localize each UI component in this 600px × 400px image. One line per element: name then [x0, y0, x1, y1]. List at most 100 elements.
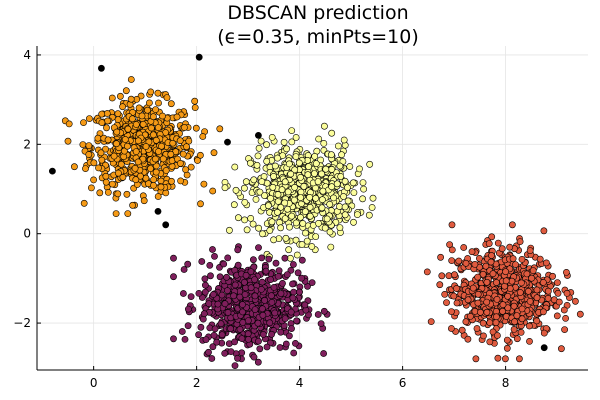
data-point	[353, 211, 361, 218]
data-point	[285, 246, 293, 254]
data-point	[225, 226, 233, 234]
data-point	[511, 318, 518, 326]
data-point	[142, 143, 150, 150]
data-point	[218, 291, 226, 299]
data-point	[492, 319, 500, 326]
data-point	[306, 212, 314, 220]
data-point	[327, 151, 335, 159]
data-point	[243, 226, 251, 234]
data-point	[350, 218, 357, 226]
data-point	[227, 348, 235, 355]
data-point	[287, 308, 295, 316]
data-point	[277, 224, 284, 232]
data-point	[297, 173, 304, 181]
data-point	[95, 164, 102, 172]
data-point	[158, 142, 165, 150]
data-point	[494, 239, 502, 247]
data-point	[340, 136, 348, 144]
data-point	[154, 89, 162, 97]
data-point	[280, 138, 288, 146]
data-point	[526, 322, 533, 330]
data-point	[503, 344, 511, 352]
data-point	[256, 188, 264, 196]
data-point	[315, 219, 322, 227]
data-point	[134, 137, 142, 145]
data-point	[466, 312, 474, 320]
data-point	[501, 355, 509, 363]
data-point	[96, 189, 104, 197]
data-point	[209, 187, 217, 195]
data-point	[65, 120, 73, 128]
data-point	[336, 203, 343, 210]
data-point	[292, 153, 300, 160]
data-point	[220, 260, 228, 268]
data-point	[213, 338, 221, 346]
data-point	[191, 97, 199, 105]
data-point	[242, 178, 250, 186]
data-point	[297, 194, 304, 201]
data-point	[464, 296, 472, 304]
data-point	[502, 268, 509, 276]
data-point	[513, 335, 521, 343]
data-point	[485, 240, 493, 247]
data-point	[104, 117, 111, 125]
data-point	[526, 337, 533, 345]
data-point	[468, 248, 476, 256]
data-point	[512, 261, 519, 268]
data-point	[450, 292, 458, 300]
data-point	[267, 276, 274, 283]
data-point	[64, 137, 72, 145]
data-point	[250, 176, 258, 184]
data-point	[292, 219, 300, 227]
data-point	[266, 227, 274, 234]
data-point	[86, 115, 93, 122]
data-point	[149, 113, 157, 121]
data-point	[288, 212, 296, 220]
chart-title: DBSCAN prediction	[227, 2, 408, 24]
data-point	[200, 180, 208, 188]
data-point	[506, 285, 514, 292]
data-point	[320, 139, 328, 147]
data-point	[80, 199, 88, 207]
data-point	[268, 298, 276, 306]
data-point	[356, 165, 363, 173]
data-point	[341, 203, 349, 211]
y-tick-label: −2	[13, 316, 31, 330]
data-point	[493, 295, 501, 303]
data-point	[286, 223, 293, 231]
data-point	[276, 344, 284, 351]
data-point	[249, 220, 257, 228]
data-point	[145, 99, 153, 107]
data-point	[206, 261, 214, 269]
data-point	[139, 120, 147, 128]
data-point	[239, 308, 246, 316]
chart-subtitle: (ϵ=0.35, minPts=10)	[217, 26, 419, 48]
data-point	[305, 163, 312, 170]
data-point	[224, 254, 232, 262]
data-point	[506, 243, 514, 251]
data-point	[489, 328, 497, 336]
data-point	[540, 227, 548, 235]
data-point	[198, 258, 206, 265]
data-point	[526, 297, 534, 305]
data-point	[281, 254, 289, 262]
data-point	[483, 278, 491, 286]
data-point	[368, 204, 376, 211]
data-point	[255, 144, 263, 152]
data-point	[195, 53, 203, 61]
data-point	[244, 335, 252, 343]
data-point	[539, 278, 547, 286]
data-point	[152, 106, 159, 113]
data-point	[516, 238, 524, 245]
data-point	[98, 119, 106, 126]
data-point	[124, 142, 131, 150]
data-point	[254, 319, 262, 327]
data-point	[162, 167, 170, 174]
data-point	[121, 136, 129, 143]
data-point	[247, 214, 255, 222]
data-point	[558, 345, 565, 353]
data-point	[283, 145, 290, 153]
data-point	[259, 331, 267, 338]
data-point	[293, 317, 300, 325]
